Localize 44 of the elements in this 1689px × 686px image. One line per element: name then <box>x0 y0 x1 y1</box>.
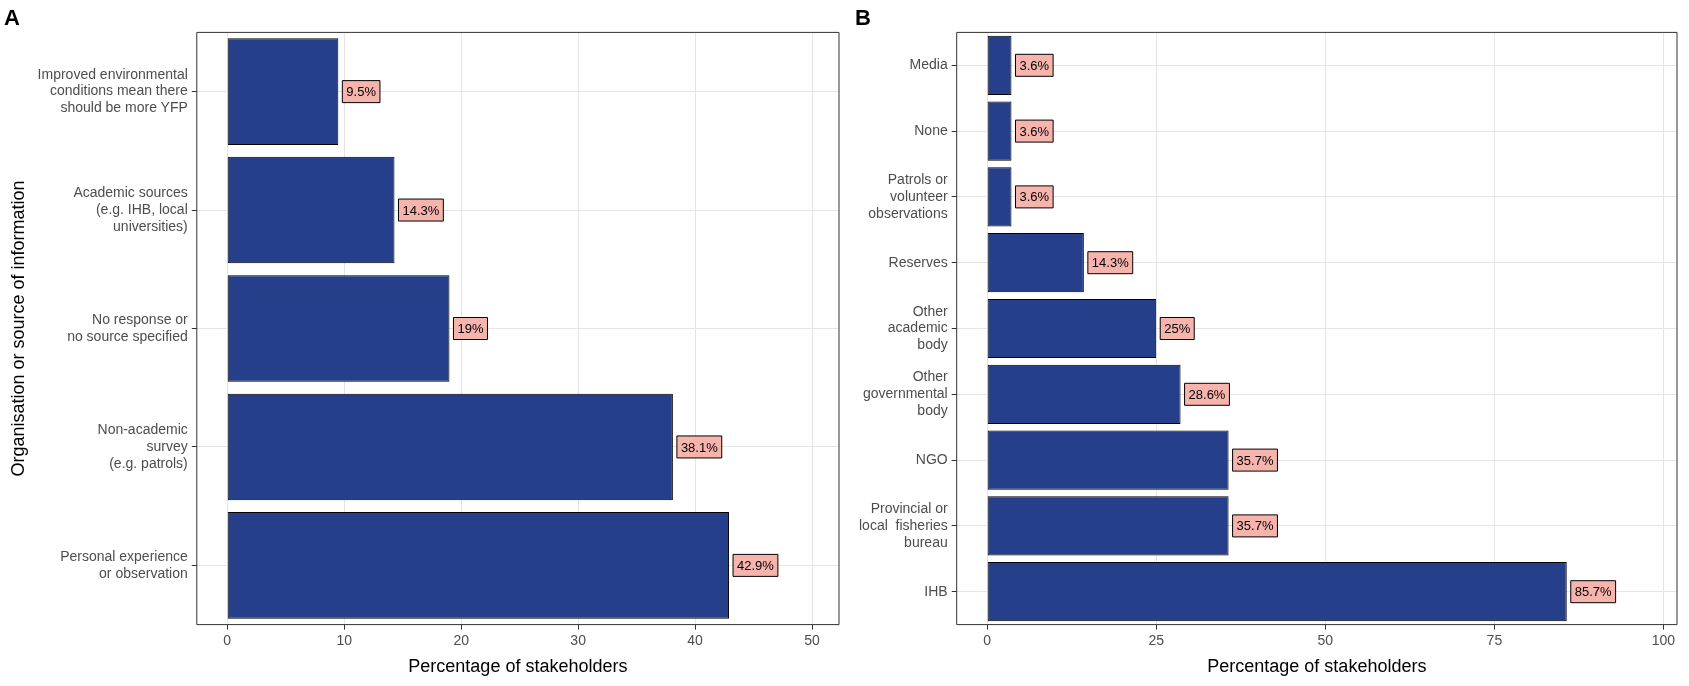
x-tick-label: 100 <box>1651 631 1676 648</box>
x-tick-label: 50 <box>1317 631 1334 648</box>
y-tick-label: Provincial or local fisheries bureau <box>859 499 949 550</box>
data-label: 42.9% <box>737 557 775 573</box>
data-label: 14.3% <box>1091 255 1130 271</box>
y-tick-label: Other academic body <box>887 302 949 353</box>
data-label: 35.7% <box>1236 452 1274 468</box>
y-tick-label: NGO <box>915 450 948 467</box>
x-tick-label: 30 <box>570 631 587 648</box>
data-label: 3.6% <box>1019 123 1050 139</box>
data-label: 38.1% <box>680 439 719 455</box>
x-tick-label: 10 <box>336 631 353 648</box>
y-tick-label: Non-academic survey (e.g. patrols) <box>97 421 188 471</box>
x-axis-title: Percentage of stakeholders <box>408 656 628 677</box>
chart-title: B <box>855 5 871 31</box>
x-tick-label: 75 <box>1486 631 1503 648</box>
data-label: 14.3% <box>402 202 440 218</box>
data-label: 3.6% <box>1019 57 1050 73</box>
data-label: 85.7% <box>1574 584 1613 600</box>
x-tick-label: 40 <box>687 631 704 648</box>
data-label: 3.6% <box>1019 189 1050 205</box>
x-tick-label: 0 <box>983 631 992 648</box>
text: A <box>4 5 20 31</box>
y-tick-label: Reserves <box>888 253 948 270</box>
x-axis-title: Percentage of stakeholders <box>1207 656 1427 677</box>
y-tick-label: IHB <box>924 582 948 599</box>
y-tick-label: Personal experience or observation <box>60 547 188 581</box>
y-tick-label: Academic sources (e.g. IHB, local universities) <box>73 184 188 234</box>
data-label: 35.7% <box>1236 518 1274 534</box>
y-tick-label: Other governmental body <box>862 368 949 418</box>
data-label: 28.6% <box>1188 386 1226 402</box>
y-tick-label: Patrols or volunteer observations <box>868 170 949 221</box>
x-tick-label: 20 <box>453 631 470 648</box>
y-tick-label: Media <box>909 56 948 73</box>
y-tick-label: No response or no source specified <box>67 310 189 344</box>
x-tick-label: 25 <box>1148 631 1165 648</box>
y-axis-title: Organisation or source of information <box>7 180 28 477</box>
data-label: 9.5% <box>346 84 377 100</box>
data-label: 25% <box>1164 321 1191 337</box>
y-tick-label: None <box>914 121 948 138</box>
y-tick-label: Improved environmental conditions mean there should be more YFP <box>37 65 188 116</box>
data-label: 19% <box>457 321 484 337</box>
x-tick-label: 0 <box>223 631 232 648</box>
x-tick-label: 50 <box>804 631 821 648</box>
